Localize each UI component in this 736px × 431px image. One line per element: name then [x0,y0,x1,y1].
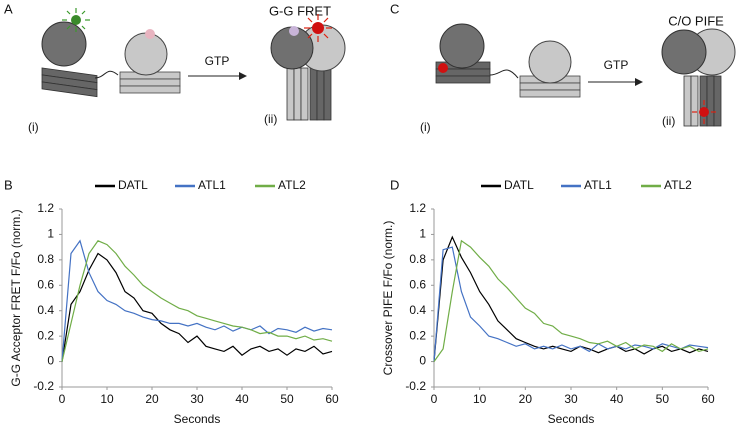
y-tick-label: 1.2 [37,201,54,215]
legend-label: ATL1 [584,178,612,192]
domain [439,23,485,69]
x-tick-label: 0 [59,392,66,406]
x-tick-label: 10 [100,392,114,406]
y-tick-label: 1 [47,227,54,241]
dye [312,22,324,34]
panel-label: C [390,1,399,16]
x-tick-label: 40 [235,392,249,406]
dye [145,29,155,39]
panel-label: B [4,177,13,192]
y-tick-label: 0 [47,354,54,368]
y-tick-label: 1 [419,227,426,241]
arrow-label: GTP [604,58,629,72]
x-tick-label: 20 [519,392,533,406]
y-tick-label: 0.2 [37,328,54,342]
x-tick-label: 60 [701,392,715,406]
chart: B -0.2 0 0.2 0.4 0.6 0.8 1 1.2 0 10 20 30 40 50 60 Secon… [4,177,339,426]
data-line [61,240,333,362]
y-tick-label: 0.4 [409,303,426,317]
y-tick-label: 1.2 [409,201,426,215]
dye [71,15,81,25]
y-tick-label: 0.8 [37,252,54,266]
y-axis-label: Crossover PIFE F/Fo (norm.) [381,221,395,376]
domain [124,32,168,76]
state-label: (ii) [662,114,675,128]
y-tick-label: 0.4 [37,303,54,317]
legend-label: DATL [118,178,148,192]
product-label: C/O PIFE [668,13,724,28]
domain [528,40,572,84]
data-line [433,235,709,362]
linker [489,69,519,79]
y-tick-label: 0 [419,354,426,368]
panel-label: A [4,1,13,16]
y-tick-label: -0.2 [405,379,426,393]
chart: D -0.2 0 0.2 0.4 0.6 0.8 1 1.2 0 10 20 30 40 50 60 Secon… [381,177,715,426]
legend-label: ATL2 [664,178,692,192]
legend-label: ATL2 [278,178,306,192]
y-tick-label: 0.6 [37,277,54,291]
state-label: (ii) [264,112,277,126]
x-tick-label: 30 [190,392,204,406]
diagram-c: C (i) GTP C/O PIFE (ii) [390,1,736,134]
y-axis-label: G-G Acceptor FRET F/Fo (norm.) [9,209,23,386]
x-axis-label: Seconds [548,412,595,426]
x-tick-label: 60 [325,392,339,406]
x-tick-label: 10 [473,392,487,406]
dye [699,107,709,117]
rays [304,14,332,42]
state-label: (i) [420,120,431,134]
domain [41,21,87,67]
panel-label: D [390,177,399,192]
data-line [61,252,333,362]
dye [438,63,448,73]
y-tick-label: 0.8 [409,252,426,266]
x-tick-label: 0 [431,392,438,406]
y-tick-label: -0.2 [33,379,54,393]
product-label: G-G FRET [269,3,331,18]
state-label: (i) [28,120,39,134]
bars [41,67,98,98]
data-line [433,246,709,362]
linker [94,70,119,79]
x-axis-label: Seconds [174,412,221,426]
x-tick-label: 50 [280,392,294,406]
arrow-label: GTP [205,54,230,68]
legend-label: DATL [504,178,534,192]
data-line [61,239,333,362]
y-tick-label: 0.6 [409,277,426,291]
data-line [433,239,709,362]
y-tick-label: 0.2 [409,328,426,342]
diagram-a: A (i) GTP G-G FRET [4,1,346,134]
dye [289,26,299,36]
rays [692,100,716,124]
domain [661,29,707,75]
rays [62,8,90,32]
x-tick-label: 40 [610,392,624,406]
legend-label: ATL1 [198,178,226,192]
x-tick-label: 20 [145,392,159,406]
x-tick-label: 50 [656,392,670,406]
x-tick-label: 30 [564,392,578,406]
